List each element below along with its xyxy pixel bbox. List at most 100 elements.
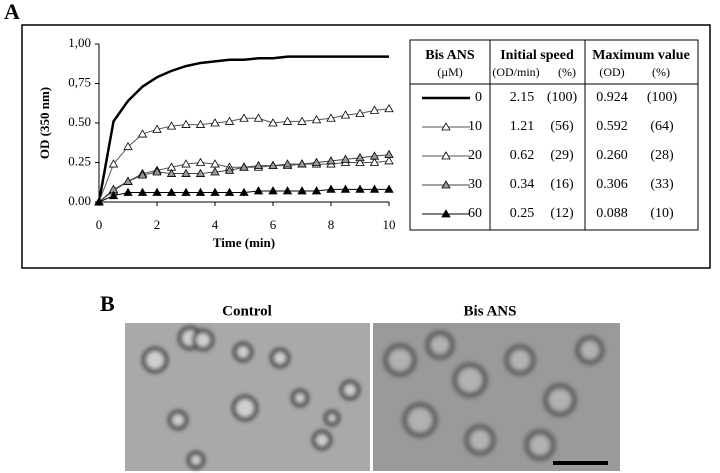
table-subheader: (µM) [437, 65, 463, 79]
data-point [210, 187, 220, 196]
data-point [326, 113, 336, 122]
data-point [282, 159, 293, 168]
table-cell: 0.306 [596, 177, 628, 192]
table-subheader: (OD) [599, 65, 624, 79]
data-point [224, 187, 235, 196]
series-line [97, 55, 389, 203]
panel-frame [21, 24, 711, 269]
x-tick-label: 0 [96, 217, 103, 232]
y-tick-label: 0.00 [68, 193, 91, 208]
data-point [210, 159, 220, 168]
table-cell: (29) [550, 148, 574, 163]
legend-label: 0 [475, 90, 482, 105]
table-cell: (100) [647, 90, 678, 105]
legend-marker [441, 151, 451, 160]
table-cell: (12) [550, 206, 574, 221]
data-point [355, 152, 365, 162]
data-point [181, 119, 191, 128]
legend-marker [441, 209, 451, 218]
data-point [166, 187, 177, 196]
table-cell: (100) [547, 90, 578, 105]
table-cell: 0.088 [596, 206, 628, 221]
data-point [137, 129, 148, 138]
table-frame [409, 39, 699, 231]
image-gap [370, 323, 373, 471]
table-cell: (10) [650, 206, 674, 221]
data-point [297, 116, 307, 125]
data-point [384, 184, 394, 193]
x-tick-label: 2 [154, 217, 161, 232]
data-point [311, 157, 322, 166]
panel-label: A [4, 0, 20, 24]
data-point [282, 116, 293, 125]
x-tick-label: 8 [328, 217, 335, 232]
data-point [210, 118, 220, 127]
y-tick-label: 0.25 [68, 153, 91, 168]
x-tick-label: 4 [212, 217, 219, 232]
data-point [355, 157, 365, 166]
data-point [195, 119, 206, 128]
data-point [239, 162, 249, 171]
data-point [369, 184, 380, 193]
data-point [123, 141, 133, 151]
table-cell: 0.592 [596, 119, 628, 134]
x-tick-label: 10 [383, 217, 396, 232]
y-axis-label: OD (350 nm) [37, 87, 52, 159]
legend-label: 30 [468, 177, 482, 192]
x-tick-label: 6 [270, 217, 277, 232]
legend-marker [441, 180, 451, 189]
table-cell: (28) [650, 148, 674, 163]
image-title: Control [222, 303, 272, 319]
data-point [123, 187, 133, 196]
data-point [369, 105, 380, 114]
data-point [268, 160, 278, 170]
data-point [195, 168, 206, 177]
table-header: Initial speed [500, 48, 574, 63]
data-point [297, 186, 307, 195]
data-point [137, 187, 148, 196]
table-subheader: (%) [652, 65, 670, 79]
table-cell: 0.25 [510, 206, 535, 221]
data-point [152, 167, 162, 176]
y-tick-label: 0,75 [68, 74, 91, 89]
data-point [239, 187, 249, 196]
table-cell: (33) [650, 177, 674, 192]
data-point [369, 157, 380, 166]
data-point [166, 168, 177, 177]
data-point [137, 170, 148, 179]
data-point [268, 118, 278, 127]
data-point [239, 113, 249, 122]
data-point [253, 113, 264, 122]
panel-label: B [100, 291, 115, 316]
micrograph-control [125, 323, 370, 471]
y-tick-label: 0.50 [68, 114, 91, 129]
data-point [224, 116, 235, 125]
table-cell: 2.15 [510, 90, 535, 105]
data-point [326, 156, 336, 165]
data-point [311, 186, 322, 195]
data-point [340, 184, 351, 193]
data-point [181, 168, 191, 177]
data-point [195, 187, 206, 196]
data-point [384, 103, 394, 113]
table-header: Maximum value [592, 48, 690, 63]
data-point [355, 108, 365, 117]
data-point [108, 190, 119, 200]
micrograph-bis-ans [373, 323, 620, 471]
data-point [152, 187, 162, 196]
table-header: Bis ANS [425, 48, 475, 63]
data-point [181, 187, 191, 196]
data-point [253, 160, 264, 170]
data-point [195, 157, 206, 166]
table-subheader: (%) [558, 65, 576, 79]
table-cell: 0.62 [510, 148, 535, 163]
data-point [340, 110, 351, 119]
table-subheader: (OD/min) [492, 65, 539, 79]
data-point [253, 186, 264, 195]
legend-label: 10 [468, 119, 482, 134]
data-point [384, 156, 394, 165]
data-point [166, 121, 177, 130]
table-cell: (16) [550, 177, 574, 192]
data-point [297, 159, 307, 168]
x-axis-label: Time (min) [213, 235, 275, 250]
